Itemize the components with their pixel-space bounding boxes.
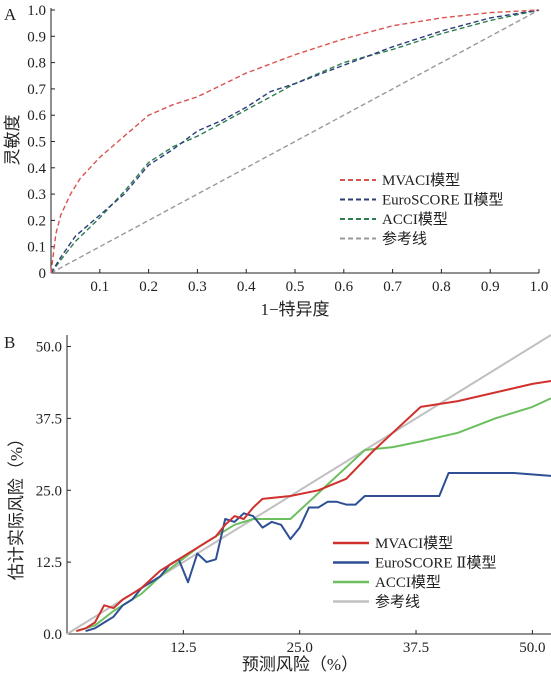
panel-b-ylabel: 估计实际风险（%） bbox=[7, 430, 26, 580]
series-line-1 bbox=[85, 472, 551, 633]
panel-a-xlabel: 1−特异度 bbox=[260, 300, 329, 319]
series-line-3 bbox=[50, 9, 540, 274]
y-tick-label: 0.8 bbox=[27, 56, 46, 72]
x-tick-label: 0.6 bbox=[334, 279, 353, 295]
x-tick-label: 0.5 bbox=[286, 279, 305, 295]
y-tick-label: 1.0 bbox=[27, 3, 46, 19]
x-tick-label: 1.0 bbox=[530, 279, 549, 295]
panel-a-label: A bbox=[4, 5, 17, 24]
x-tick-label: 37.5 bbox=[403, 640, 429, 656]
y-tick-label: 12.5 bbox=[36, 555, 62, 571]
legend-label-2: ACCI模型 bbox=[382, 211, 448, 228]
legend-label-0: MVACI模型 bbox=[375, 535, 453, 552]
y-tick-label: 0.0 bbox=[43, 627, 62, 643]
series-line-1 bbox=[50, 9, 540, 274]
legend-label-3: 参考线 bbox=[382, 231, 427, 248]
legend-label-1: EuroSCORE Ⅱ模型 bbox=[382, 192, 503, 209]
panel-a-ylabel: 灵敏度 bbox=[3, 115, 22, 166]
y-tick-label: 37.5 bbox=[36, 411, 62, 427]
panel-b-xlabel: 预测风险（%） bbox=[242, 655, 358, 674]
x-tick-label: 0.7 bbox=[383, 279, 402, 295]
legend-label-3: 参考线 bbox=[375, 594, 420, 611]
panel-a-lines bbox=[50, 9, 540, 274]
x-tick-label: 0.8 bbox=[432, 279, 451, 295]
x-tick-label: 0.4 bbox=[237, 279, 256, 295]
y-tick-label: 0.4 bbox=[27, 161, 46, 177]
x-tick-label: 12.5 bbox=[170, 640, 196, 656]
y-tick-label: 0.6 bbox=[27, 108, 46, 124]
panel-b-ticks: 12.5 25.0 37.5 50.0 0.0 12.5 25.0 37.5 50.0 bbox=[36, 340, 546, 657]
legend-label-0: MVACI模型 bbox=[382, 172, 460, 189]
panel-a-ticks: 0.1 0.2 0.3 0.4 0.5 0.6 0.7 0.8 0.9 1.0 0 0.1 0.2 0.3… bbox=[27, 3, 548, 295]
x-tick-label: 0.1 bbox=[90, 279, 109, 295]
y-tick-label: 50.0 bbox=[36, 340, 62, 356]
legend-label-2: ACCI模型 bbox=[375, 574, 441, 591]
y-tick-label: 25.0 bbox=[36, 483, 62, 499]
x-tick-label: 50.0 bbox=[519, 640, 545, 656]
y-tick-label: 0.7 bbox=[27, 82, 46, 98]
y-tick-label: 0.1 bbox=[27, 240, 46, 256]
panel-a: A 0.1 0.2 0.3 0.4 0.5 0.6 0.7 0.8 0.9 1.000.10.20… bbox=[3, 3, 548, 319]
x-tick-label: 0.2 bbox=[139, 279, 158, 295]
panel-b-label: B bbox=[4, 333, 15, 352]
panel-b: B 12.5 25.0 37.5 50.0 0.0 12.5 25.0 37.5 50.0 预测… bbox=[4, 333, 551, 674]
y-tick-label: 0 bbox=[39, 266, 47, 282]
x-tick-label: 25.0 bbox=[287, 640, 313, 656]
legend-label-1: EuroSCORE Ⅱ模型 bbox=[375, 555, 496, 572]
series-line-2 bbox=[50, 9, 540, 274]
x-tick-label: 0.3 bbox=[188, 279, 207, 295]
y-tick-label: 0.3 bbox=[27, 187, 46, 203]
panel-b-lines bbox=[66, 334, 551, 635]
series-line-0 bbox=[76, 380, 551, 633]
series-line-2 bbox=[76, 397, 551, 633]
x-tick-label: 0.9 bbox=[481, 279, 500, 295]
y-tick-label: 0.5 bbox=[27, 135, 46, 151]
y-tick-label: 0.2 bbox=[27, 213, 46, 229]
y-tick-label: 0.9 bbox=[27, 29, 46, 45]
series-line-0 bbox=[50, 9, 540, 274]
